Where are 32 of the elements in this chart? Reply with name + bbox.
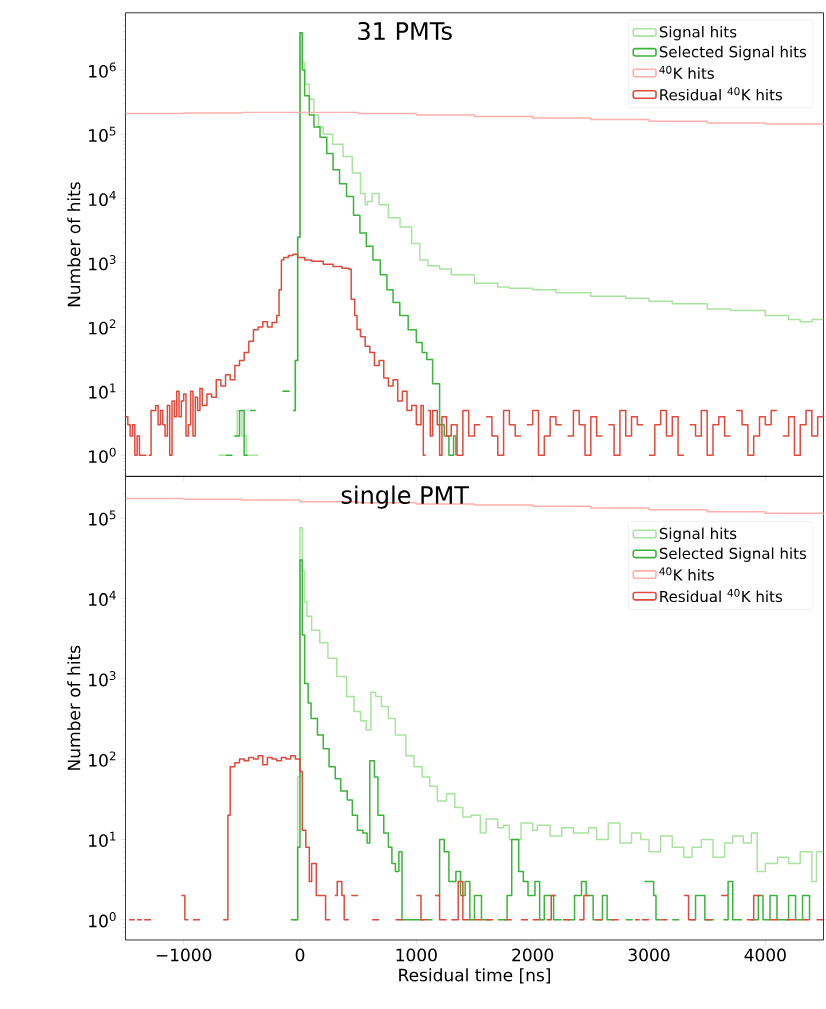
- x-tick-label: 0: [295, 948, 305, 962]
- x-tick-label: −1000: [156, 948, 212, 962]
- y-tick-label: 10$^{0}$: [89, 447, 116, 463]
- y-tick-label: 10$^{5}$: [89, 126, 116, 142]
- y-tick-label: 10$^{4}$: [89, 190, 116, 207]
- legend-label: Selected Signal hits: [659, 547, 807, 562]
- legend-label: Signal hits: [659, 25, 737, 41]
- y-tick-label: 10$^{2}$: [89, 751, 116, 767]
- y-tick-label: 10$^{0}$: [89, 912, 116, 928]
- y-axis-title: Number of hits: [67, 182, 81, 307]
- y-tick-label: 10$^{3}$: [89, 255, 116, 271]
- x-tick-label: 4000: [744, 948, 786, 962]
- y-tick-label: 10$^{6}$: [89, 62, 116, 78]
- legend-label: Signal hits: [659, 527, 737, 543]
- x-axis-title: Residual time [ns]: [399, 968, 550, 984]
- chart-title: 31 PMTs: [358, 21, 452, 41]
- y-tick-label: 10$^{4}$: [89, 590, 116, 606]
- legend-label: $^{40}$K hits: [659, 65, 714, 79]
- y-tick-label: 10$^{3}$: [89, 671, 116, 687]
- legend-label: Residual $^{40}$K hits: [660, 588, 783, 603]
- x-tick-label: 1000: [396, 948, 437, 962]
- y-axis-title: Number of hits: [67, 645, 81, 770]
- chart-title: single PMT: [341, 485, 470, 509]
- legend-label: Residual $^{40}$K hits: [660, 87, 783, 101]
- legend-label: Selected Signal hits: [659, 45, 807, 61]
- y-tick-label: 10$^{1}$: [89, 831, 116, 848]
- x-tick-label: 2000: [512, 948, 554, 962]
- y-tick-label: 10$^{5}$: [89, 510, 116, 526]
- x-tick-label: 3000: [628, 948, 670, 962]
- y-tick-label: 10$^{2}$: [89, 319, 116, 335]
- y-tick-label: 10$^{1}$: [89, 383, 116, 399]
- legend-label: $^{40}$K hits: [659, 567, 714, 581]
